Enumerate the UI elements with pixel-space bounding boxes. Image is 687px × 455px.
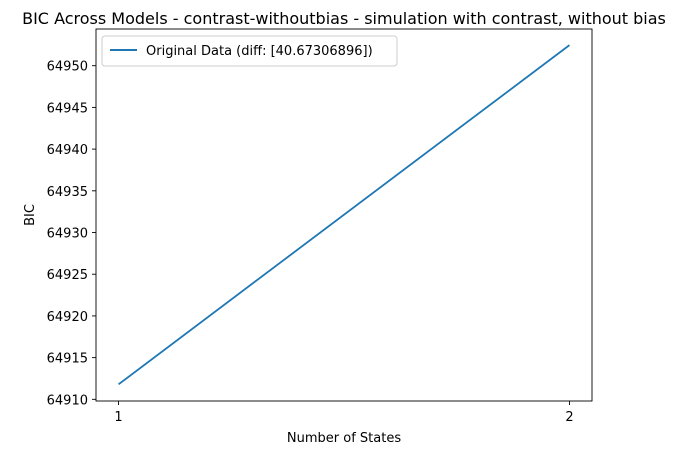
legend-label: Original Data (diff: [40.67306896]) xyxy=(146,44,373,59)
y-tick-label: 64925 xyxy=(47,268,88,283)
legend-box xyxy=(101,35,398,67)
y-tick-label: 64940 xyxy=(47,143,88,158)
y-axis-label: BIC xyxy=(23,204,38,226)
x-axis-label: Number of States xyxy=(287,431,401,446)
legend: Original Data (diff: [40.67306896]) xyxy=(101,35,398,67)
y-axis-ticks: 64910 64915 64920 64925 64930 64935 64940 64945… xyxy=(47,60,96,408)
y-tick-label: 64945 xyxy=(47,101,88,116)
series-line xyxy=(118,44,570,386)
y-tick-label: 64915 xyxy=(47,352,88,367)
y-tick-label: 64935 xyxy=(47,185,88,200)
y-tick-label: 64910 xyxy=(47,393,88,408)
y-tick-label: 64920 xyxy=(47,310,88,325)
y-tick-label: 64930 xyxy=(47,227,88,242)
y-tick-label: 64950 xyxy=(47,60,88,75)
x-tick-label: 2 xyxy=(565,410,573,425)
series-layer xyxy=(118,44,570,386)
chart-title: BIC Across Models - contrast-withoutbias… xyxy=(22,9,666,28)
x-tick-label: 1 xyxy=(114,410,122,425)
